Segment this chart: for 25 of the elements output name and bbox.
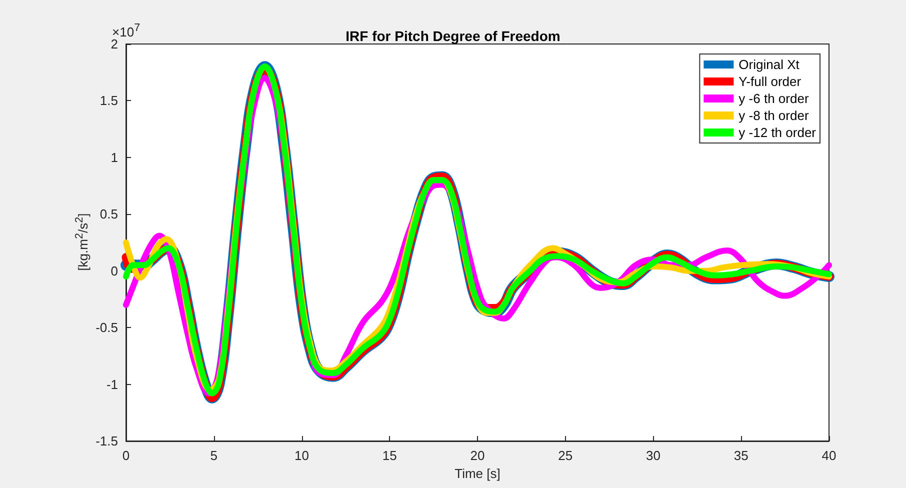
x-tick-label: 20 [470, 448, 485, 463]
y-tick-label: 0 [110, 263, 118, 278]
y-tick-label: -1.5 [96, 434, 118, 448]
legend-label: y -6 th order [738, 91, 810, 106]
x-tick-label: 0 [122, 448, 130, 463]
legend-label: Original Xt [738, 57, 800, 72]
y-tick-label: 1.5 [100, 93, 118, 108]
text: ×10$^{7}$ [112, 22, 140, 40]
y-tick-label: 0.5 [100, 206, 118, 222]
x-tick-label: 5 [210, 448, 218, 463]
y-tick-label: 1 [110, 150, 118, 165]
x-tick-label: 40 [822, 448, 836, 463]
legend-label: Y-full order [738, 74, 802, 89]
x-axis-title: Time [s] [454, 466, 500, 481]
y-tick-label: -1 [106, 376, 118, 392]
chart-title: IRF for Pitch Degree of Freedom [346, 28, 560, 44]
legend-label: y -12 th order [738, 125, 817, 140]
x-tick-label: 35 [734, 448, 748, 463]
legend-label: y -8 th order [738, 108, 810, 123]
x-tick-label: 30 [646, 448, 660, 463]
y-tick-label: -0.5 [96, 320, 118, 336]
x-tick-label: 25 [558, 448, 573, 463]
x-tick-label: 10 [294, 448, 309, 463]
x-tick-label: 15 [382, 448, 397, 463]
y-tick-label: 2 [110, 36, 118, 52]
